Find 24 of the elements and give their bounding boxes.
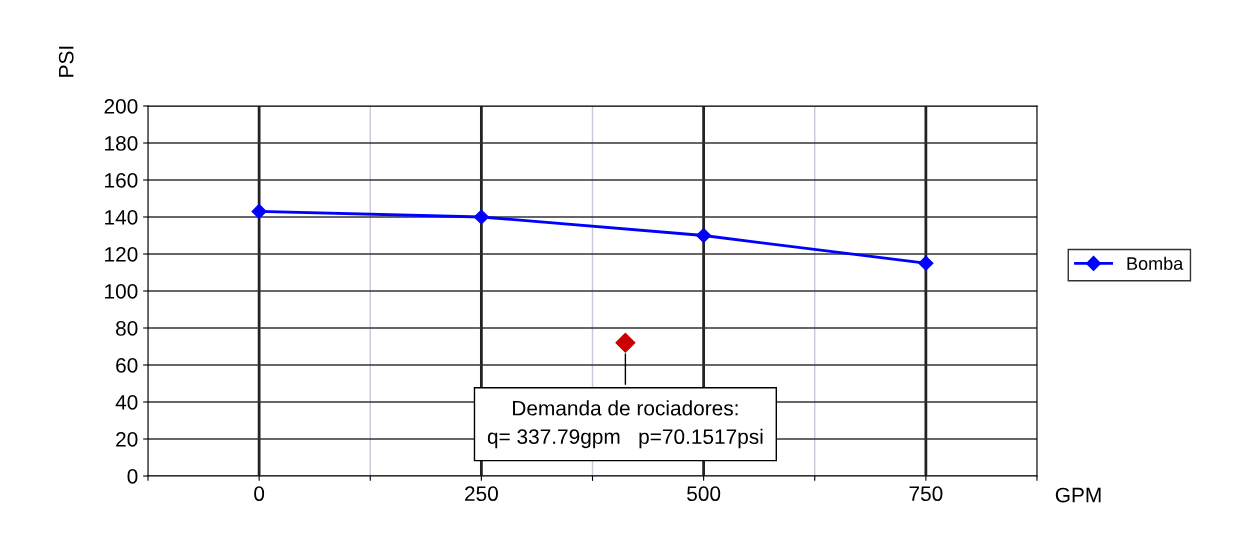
x-tick-label: 500 — [687, 486, 721, 502]
point — [918, 255, 934, 271]
point — [615, 332, 636, 353]
y-tick-label: 0 — [127, 469, 138, 484]
x-tick-label: 750 — [909, 486, 943, 502]
y-tick-label: 180 — [105, 136, 138, 151]
y-tick-label: 80 — [116, 321, 138, 336]
y-tick-label: 200 — [104, 99, 138, 114]
y-tick-label: 40 — [115, 395, 138, 410]
y-tick-label: 60 — [116, 358, 138, 373]
point — [696, 227, 712, 244]
point — [251, 203, 267, 220]
y-tick-label: 120 — [105, 247, 138, 262]
y-tick-label: 160 — [105, 173, 138, 188]
y-tick-label: 140 — [105, 210, 138, 225]
y-axis-title: PSI — [58, 46, 74, 77]
annotation: Demanda de rociadores: q= 337.79gpm p=70.1517psi — [487, 400, 763, 449]
point — [473, 209, 489, 225]
y-tick-label: 20 — [116, 432, 138, 447]
legend-label: Bomba — [1127, 256, 1184, 270]
x-axis-title: GPM — [1055, 487, 1101, 503]
x-tick-label: 250 — [465, 486, 498, 502]
y-tick-label: 100 — [105, 284, 138, 299]
x-tick-label: 0 — [254, 486, 265, 502]
